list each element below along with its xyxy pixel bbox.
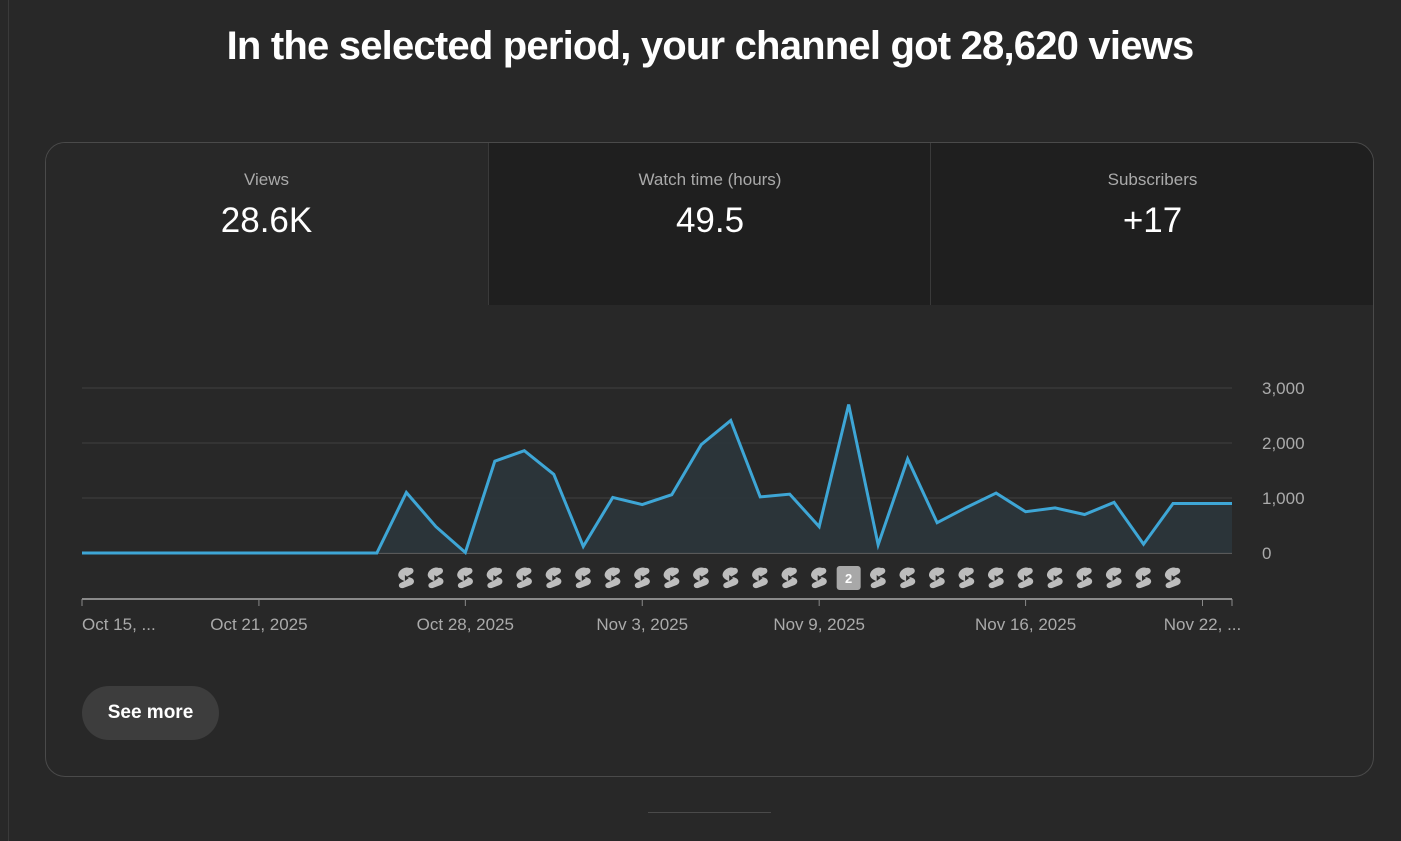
shorts-icon[interactable]	[1017, 567, 1034, 589]
tab-views-label: Views	[243, 170, 290, 189]
shorts-icon[interactable]	[811, 567, 827, 589]
data-point	[316, 551, 320, 555]
data-point	[1230, 502, 1234, 506]
data-point	[375, 551, 379, 555]
shorts-icon[interactable]	[1105, 567, 1122, 589]
data-point	[522, 449, 526, 453]
shorts-icon[interactable]	[1135, 567, 1152, 589]
data-point	[1053, 506, 1057, 510]
data-point	[257, 551, 261, 555]
shorts-icon[interactable]	[457, 567, 473, 589]
data-point	[139, 551, 143, 555]
y-tick-label: 3,000	[1262, 379, 1305, 398]
shorts-icon[interactable]	[604, 567, 621, 589]
data-point	[758, 495, 762, 499]
y-tick-label: 1,000	[1262, 489, 1305, 508]
shorts-icon[interactable]	[575, 567, 591, 589]
shorts-icon[interactable]	[486, 567, 503, 589]
x-tick-label: Oct 21, 2025	[210, 615, 307, 634]
shorts-icon[interactable]	[722, 567, 739, 589]
data-point	[876, 543, 880, 547]
data-point	[463, 550, 467, 554]
data-point	[198, 551, 202, 555]
tab-subscribers-value: +17	[1122, 201, 1183, 240]
data-point	[345, 551, 349, 555]
tab-watch-time[interactable]: Watch time (hours) 49.5	[488, 143, 931, 305]
data-point	[404, 491, 408, 495]
shorts-icon[interactable]	[988, 567, 1004, 589]
y-tick-label: 2,000	[1262, 434, 1305, 453]
data-point	[1083, 513, 1087, 517]
metric-tabs: Views 28.6K Watch time (hours) 49.5 Subs…	[46, 143, 1373, 305]
data-point	[581, 544, 585, 548]
data-point	[1112, 500, 1116, 504]
data-point	[168, 551, 172, 555]
tab-views[interactable]: Views 28.6K	[46, 143, 488, 305]
shorts-icon[interactable]	[634, 567, 650, 589]
data-point	[699, 443, 703, 447]
tab-watch-time-value: 49.5	[675, 201, 745, 240]
x-tick-label: Nov 9, 2025	[773, 615, 865, 634]
data-point	[729, 418, 733, 422]
shorts-icon[interactable]	[398, 567, 414, 589]
data-point	[788, 492, 792, 496]
y-tick-label: 0	[1262, 544, 1271, 563]
data-point	[670, 493, 674, 497]
data-point	[227, 551, 231, 555]
data-point	[109, 551, 113, 555]
data-point	[994, 491, 998, 495]
data-point	[817, 525, 821, 529]
shorts-icon[interactable]	[929, 567, 945, 589]
data-point	[935, 521, 939, 525]
data-point	[1171, 502, 1175, 506]
tab-watch-time-label: Watch time (hours)	[638, 170, 782, 189]
page-left-edge	[8, 0, 9, 841]
data-point	[847, 403, 851, 407]
shorts-icon[interactable]	[516, 567, 532, 589]
x-tick-label: Nov 3, 2025	[596, 615, 688, 634]
tab-subscribers[interactable]: Subscribers +17	[930, 143, 1373, 305]
views-line	[82, 404, 1232, 556]
data-point	[552, 472, 556, 476]
shorts-icon[interactable]	[899, 567, 916, 589]
shorts-icon[interactable]	[870, 567, 886, 589]
data-point	[80, 551, 84, 555]
shorts-icon[interactable]	[958, 567, 975, 589]
shorts-icon[interactable]	[1076, 567, 1093, 589]
data-point	[286, 551, 290, 555]
shorts-icon[interactable]	[427, 567, 444, 589]
tab-views-value: 28.6K	[220, 201, 313, 240]
views-chart: 3,000 2,000 1,000 0 2 Oct 15, ... Oct 21, 2025…	[80, 379, 1305, 634]
data-point	[1142, 542, 1146, 546]
page-title: In the selected period, your channel got…	[226, 24, 1195, 68]
tab-subscribers-label: Subscribers	[1107, 170, 1198, 189]
shorts-icon[interactable]	[545, 567, 562, 589]
x-tick-label: Oct 28, 2025	[417, 615, 514, 634]
data-point	[906, 457, 910, 461]
x-tick-label: Nov 22, ...	[1164, 615, 1241, 634]
data-point	[1201, 502, 1205, 506]
shorts-icon[interactable]	[781, 567, 798, 589]
multi-upload-badge	[836, 566, 861, 590]
x-tick-label: Nov 16, 2025	[975, 615, 1076, 634]
shorts-icon[interactable]	[1164, 567, 1181, 589]
x-tick-label: Oct 15, ...	[82, 615, 156, 634]
data-point	[611, 495, 615, 499]
shorts-icon[interactable]	[752, 567, 768, 589]
views-card: Views 28.6K Watch time (hours) 49.5 Subs…	[45, 142, 1374, 777]
views-area	[82, 404, 1232, 553]
multi-upload-badge-label: 2	[845, 571, 852, 586]
shorts-icon[interactable]	[663, 567, 680, 589]
shorts-icon[interactable]	[1046, 567, 1063, 589]
section-divider	[648, 812, 771, 813]
data-point	[493, 459, 497, 463]
data-point	[640, 503, 644, 507]
shorts-icon[interactable]	[693, 567, 709, 589]
data-point	[965, 505, 969, 509]
see-more-button[interactable]: See more	[82, 686, 219, 740]
data-point	[434, 525, 438, 529]
data-point	[1024, 510, 1028, 514]
